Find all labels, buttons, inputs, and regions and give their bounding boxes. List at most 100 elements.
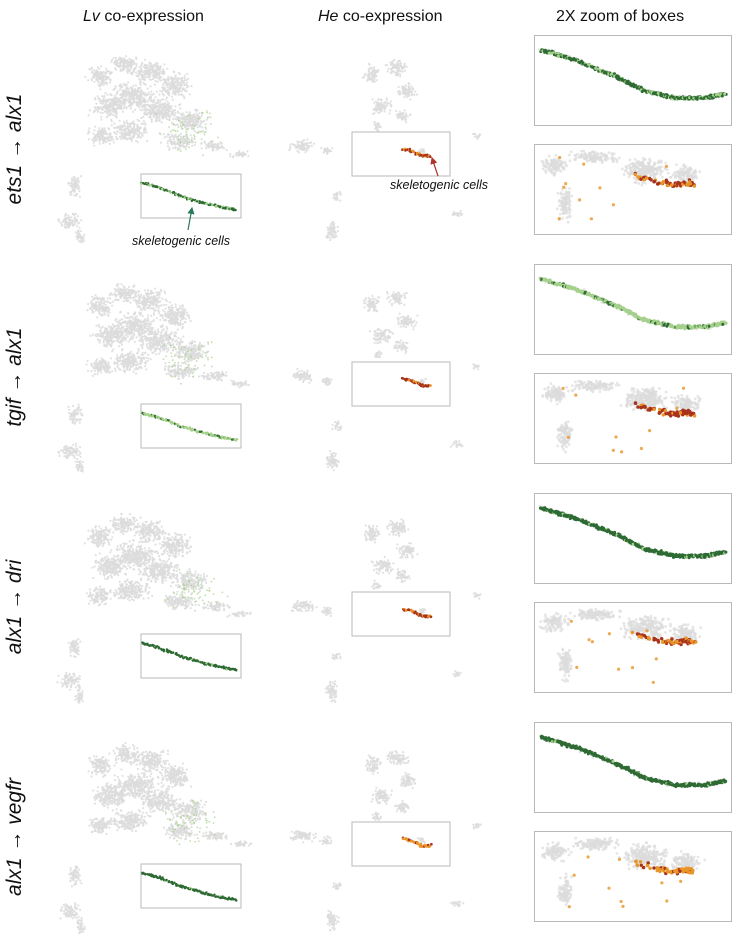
background-cell [140, 63, 143, 66]
background-cell [149, 67, 152, 70]
background-cell [235, 154, 238, 157]
background-cell [96, 109, 99, 112]
background-cell [100, 137, 104, 140]
lv-expressing-cell [206, 116, 209, 119]
background-cell [122, 93, 125, 96]
background-cell [93, 296, 96, 299]
background-cell [72, 175, 75, 178]
lv-trajectory-cell [191, 198, 194, 202]
background-cell [77, 183, 80, 186]
background-cell [182, 375, 185, 378]
background-cell [174, 111, 177, 114]
background-cell [199, 122, 202, 125]
lv-expressing-cell [190, 139, 193, 141]
background-cell [117, 98, 120, 101]
background-cell [171, 338, 174, 341]
background-cell [117, 363, 120, 366]
background-cell [154, 69, 157, 72]
background-cell [139, 296, 142, 299]
background-cell [110, 326, 113, 329]
lv-expressing-cell [195, 360, 198, 362]
background-cell [115, 317, 118, 320]
background-cell [205, 118, 208, 121]
background-cell [177, 93, 180, 96]
background-cell [58, 454, 61, 457]
background-cell [126, 299, 129, 302]
lv-expressing-cell [177, 135, 180, 138]
lv-expressing-cell [200, 138, 203, 141]
lv-expressing-cell [199, 355, 202, 357]
background-cell [125, 336, 128, 339]
background-cell [109, 132, 112, 136]
background-cell [156, 108, 159, 112]
background-cell [191, 119, 194, 122]
background-cell [178, 77, 182, 80]
background-cell [78, 407, 81, 410]
background-cell [163, 102, 166, 105]
background-cell [163, 112, 166, 115]
background-cell [113, 330, 116, 333]
background-cell [162, 338, 165, 341]
background-cell [168, 301, 172, 304]
background-cell [143, 78, 146, 81]
lv-expressing-cell [173, 364, 176, 367]
row-label-4-source: alx1 [3, 857, 26, 896]
lv-expressing-cell [185, 366, 188, 369]
background-cell [100, 371, 103, 374]
background-cell [181, 305, 184, 308]
background-cell [141, 133, 144, 136]
background-cell [161, 98, 164, 101]
background-cell [143, 94, 146, 97]
background-cell [143, 126, 146, 129]
background-cell [164, 365, 167, 368]
background-cell [127, 128, 130, 131]
background-cell [72, 404, 75, 408]
background-cell [98, 310, 101, 313]
background-cell [112, 113, 115, 116]
background-cell [107, 368, 110, 371]
background-cell [125, 59, 128, 62]
background-cell [179, 338, 182, 341]
background-cell [185, 145, 188, 148]
background-cell [136, 141, 139, 144]
background-cell [115, 339, 118, 343]
background-cell [89, 301, 92, 304]
background-cell [135, 89, 139, 93]
background-cell [167, 75, 170, 78]
background-cell [151, 331, 154, 334]
background-cell [153, 309, 156, 313]
background-cell [121, 348, 124, 351]
background-cell [157, 306, 160, 309]
background-cell [131, 136, 134, 139]
background-cell [88, 127, 91, 130]
background-cell [147, 289, 150, 292]
background-cell [96, 130, 100, 133]
background-cell [129, 301, 132, 304]
background-cell [171, 81, 174, 84]
background-cell [103, 127, 106, 130]
background-cell [204, 127, 208, 131]
background-cell [134, 329, 137, 332]
background-cell [73, 218, 77, 221]
background-cell [103, 136, 106, 139]
background-cell [63, 445, 66, 448]
background-cell [110, 94, 113, 97]
background-cell [169, 308, 172, 311]
background-cell [217, 145, 220, 148]
background-cell [85, 363, 88, 366]
background-cell [145, 368, 148, 371]
background-cell [152, 69, 155, 73]
lv-expressing-cell [174, 130, 177, 132]
background-cell [105, 331, 108, 334]
background-cell [90, 305, 94, 308]
background-cell [90, 309, 94, 312]
background-cell [149, 320, 152, 323]
background-cell [75, 453, 78, 456]
background-cell [128, 68, 131, 71]
background-cell [183, 84, 186, 87]
background-cell [201, 350, 204, 353]
background-cell [173, 371, 176, 374]
background-cell [152, 340, 155, 343]
background-cell [191, 128, 194, 131]
background-cell [140, 89, 143, 92]
